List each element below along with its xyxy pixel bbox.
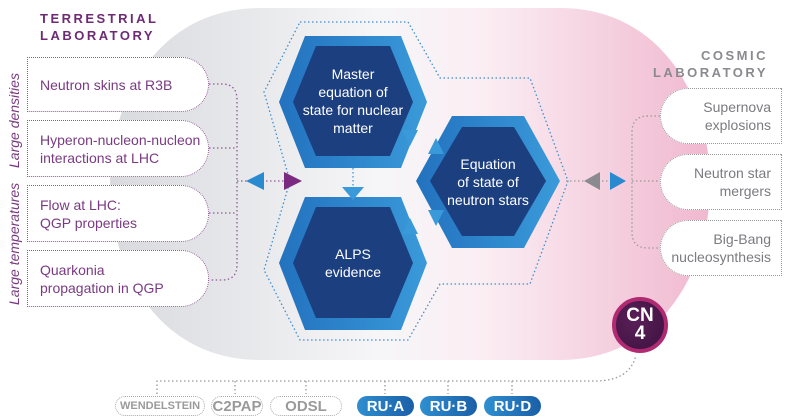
partner-odsl: ODSL [270, 396, 342, 416]
item-line: Flow at LHC: [40, 196, 121, 213]
arrow-right-purple [284, 172, 302, 190]
badge-line1: CN [626, 305, 654, 326]
badge-line2: 4 [634, 323, 646, 344]
hex-line: equation of [318, 84, 388, 100]
partner-ru-d: RU·D [484, 396, 541, 416]
cn4-logo: CN 4 [612, 297, 668, 353]
hex-line: evidence [324, 263, 382, 280]
cosmic-title-line2: LABORATORY [652, 65, 768, 80]
arrow-left-blue [246, 172, 264, 190]
arrow-right-blue [610, 172, 626, 190]
background-blob [110, 8, 710, 360]
item-line: nucleosynthesis [671, 249, 771, 265]
terrestrial-item: Flow at LHC: QGP properties [27, 185, 209, 242]
hex-line: Equation [460, 155, 516, 172]
partner-connector [156, 354, 637, 394]
hex-line: matter [333, 120, 373, 136]
partner-ru-b: RU·B [420, 396, 477, 416]
axis-label-large-densities: Large densities [6, 73, 22, 168]
hex-master-label: Master equation of state for nuclear mat… [293, 46, 413, 156]
hex-line: ALPS [335, 245, 371, 262]
item-line: QGP properties [40, 214, 138, 231]
hex-alps-label: ALPS evidence [293, 207, 413, 318]
cosmic-title-line1: COSMIC [701, 48, 768, 63]
hex-master [279, 36, 427, 168]
item-line: Big-Bang [713, 231, 771, 247]
partner-ru-a: RU·A [357, 396, 414, 416]
item-line: mergers [719, 183, 771, 199]
partner-c2pap: C2PAP [211, 396, 263, 416]
item-line: interactions at LHC [40, 149, 160, 166]
item-line: Hyperon-nucleon-nucleon [40, 131, 201, 148]
partner-wendelstein: WENDELSTEIN [115, 396, 205, 416]
hex-line: neutron stars [447, 191, 529, 208]
cosmic-title: COSMIC LABORATORY [653, 47, 768, 81]
item-line: Supernova [703, 99, 771, 115]
item-line: Neutron skins at R3B [40, 76, 173, 93]
terrestrial-title-line1: TERRESTRIAL [40, 11, 159, 26]
hex-line: state for nuclear [302, 102, 404, 118]
item-line: Neutron star [693, 165, 771, 181]
item-line: explosions [704, 117, 771, 133]
arrow-left-grey [584, 172, 600, 190]
item-line: Quarkonia [40, 261, 105, 278]
hex-line: of state of [457, 173, 519, 190]
hex-alps [279, 197, 427, 330]
hex-neutron-stars-label: Equation of state of neutron stars [430, 127, 546, 236]
hex-line: Master [331, 66, 375, 82]
terrestrial-item: Hyperon-nucleon-nucleon interactions at L… [27, 120, 209, 177]
inter-hex-arrows [342, 130, 444, 234]
axis-label-large-temperatures: Large temperatures [6, 182, 22, 305]
right-bracket [566, 115, 660, 249]
cosmic-item: Supernova explosions [660, 88, 782, 144]
terrestrial-item: Neutron skins at R3B [27, 57, 209, 112]
terrestrial-item: Quarkonia propagation in QGP [27, 250, 209, 307]
cosmic-item: Neutron star mergers [660, 154, 782, 210]
cosmic-item: Big-Bang nucleosynthesis [660, 220, 782, 276]
left-bracket [209, 83, 284, 281]
hex-neutron-stars [416, 116, 560, 248]
terrestrial-title-line2: LABORATORY [40, 28, 156, 43]
terrestrial-title: TERRESTRIAL LABORATORY [40, 10, 159, 44]
item-line: propagation in QGP [40, 279, 164, 296]
